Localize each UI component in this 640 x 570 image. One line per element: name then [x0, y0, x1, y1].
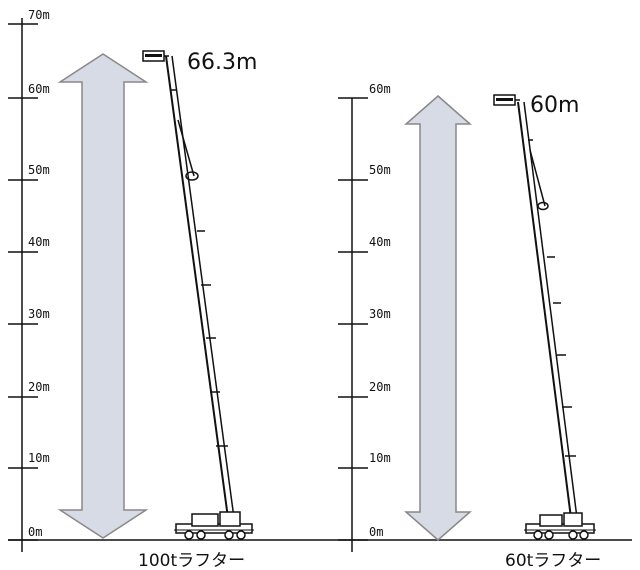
crane-boom-icon	[165, 55, 235, 519]
crane-100t-name: 100tラフター	[138, 551, 245, 570]
left-scale-label-50: 50m	[28, 163, 50, 177]
right-scale: 0m 10m 20m 30m 40m 50m 60m	[338, 82, 391, 552]
left-scale-label-10: 10m	[28, 451, 50, 465]
right-scale-label-40: 40m	[369, 235, 391, 249]
right-scale-label-20: 20m	[369, 380, 391, 394]
left-scale: 0m 10m 20m 30m 40m 50m 60m 70m	[8, 8, 50, 552]
right-scale-label-50: 50m	[369, 163, 391, 177]
left-scale-label-40: 40m	[28, 235, 50, 249]
crane-60t-height-label: 60m	[530, 93, 579, 118]
right-scale-label-60: 60m	[369, 82, 391, 96]
double-arrow-icon	[404, 95, 472, 541]
left-scale-label-70: 70m	[28, 8, 50, 22]
crane-60t: 60m 60tラフター	[493, 93, 601, 570]
left-scale-label-0: 0m	[28, 525, 42, 539]
left-scale-label-60: 60m	[28, 82, 50, 96]
right-scale-label-30: 30m	[369, 307, 391, 321]
basket-icon	[142, 50, 169, 62]
crane-carrier-icon	[174, 511, 254, 540]
crane-100t: 66.3m 100tラフター	[138, 50, 257, 570]
crane-carrier-icon	[524, 512, 596, 540]
crane-boom-icon	[517, 101, 578, 519]
basket-icon	[493, 94, 520, 106]
left-scale-label-20: 20m	[28, 380, 50, 394]
left-scale-label-30: 30m	[28, 307, 50, 321]
right-scale-label-10: 10m	[369, 451, 391, 465]
crane-60t-name: 60tラフター	[505, 551, 601, 570]
crane-100t-height-label: 66.3m	[187, 50, 257, 75]
right-scale-label-0: 0m	[369, 525, 383, 539]
double-arrow-icon	[57, 53, 149, 539]
